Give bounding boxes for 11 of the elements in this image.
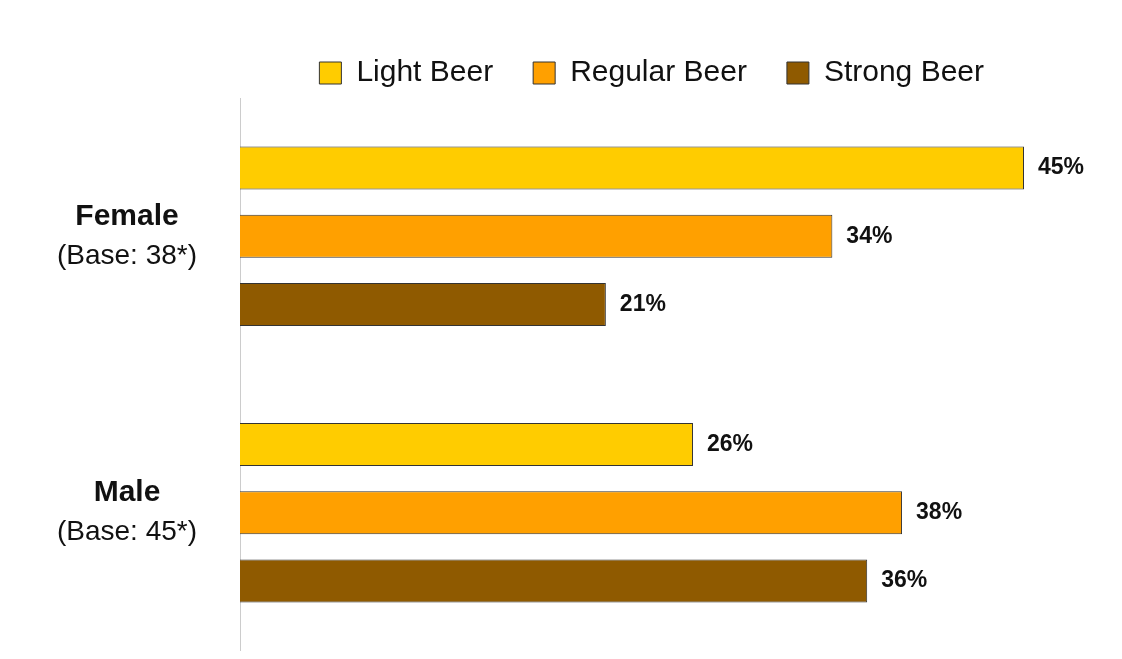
data-label: 21%: [619, 289, 666, 316]
data-label: 38%: [916, 498, 963, 525]
y-tick-label: Male (Base: 45*): [56, 474, 198, 547]
legend-label: Strong Beer: [823, 54, 985, 88]
y-tick-label: Female (Base: 38*): [56, 197, 198, 270]
data-label: 45%: [1038, 153, 1085, 180]
data-label: 36%: [881, 566, 928, 593]
data-label: 26%: [706, 429, 754, 456]
legend-label: Light Beer: [356, 54, 494, 88]
legend-label: Regular Beer: [570, 54, 747, 88]
data-label: 34%: [846, 221, 893, 248]
